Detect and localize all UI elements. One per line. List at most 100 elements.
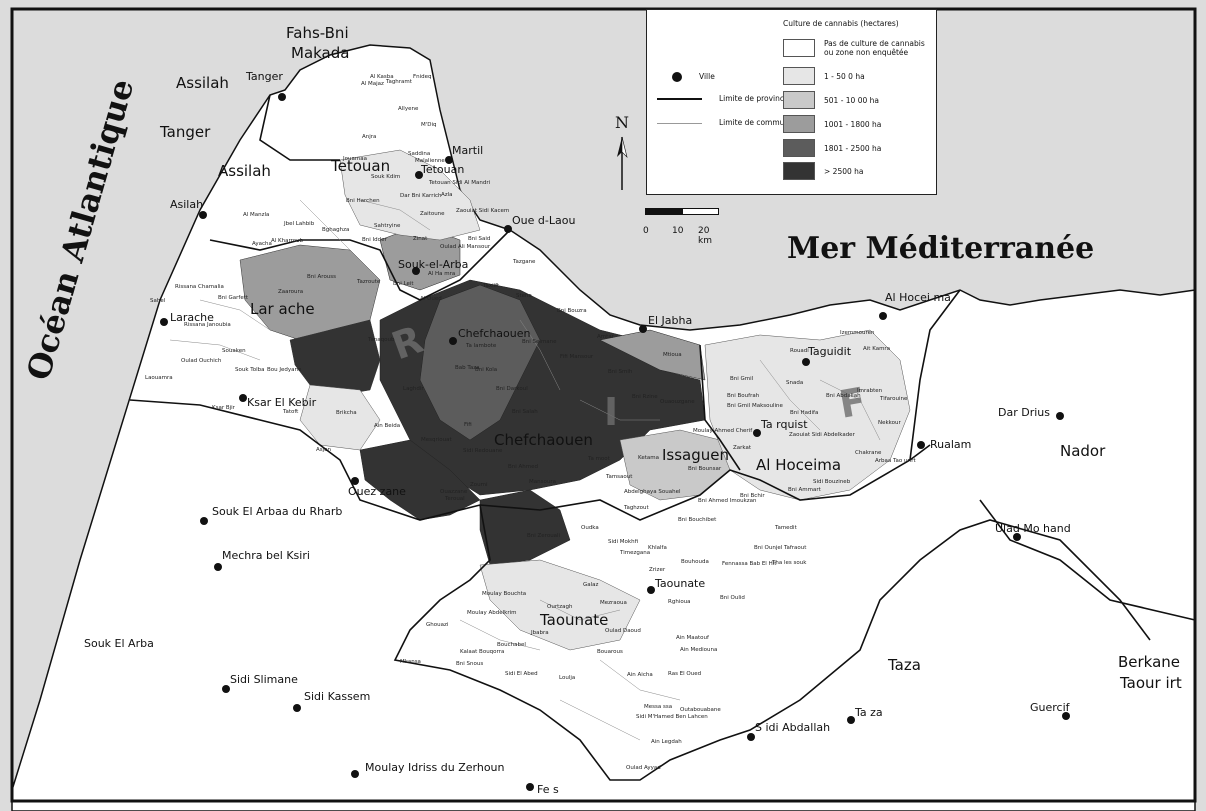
commune-label: Bni Zerouali	[527, 533, 561, 539]
commune-label: Fnideq	[413, 74, 432, 80]
commune-label: Ras El Oued	[668, 671, 701, 677]
commune-label: Steha	[516, 293, 532, 299]
city-dot	[351, 770, 359, 778]
legend-label-0: Pas de culture de cannabis ou zone non e…	[824, 39, 925, 57]
commune-label: Bni Said	[468, 236, 490, 242]
commune-label: Jbel Lahbib	[283, 221, 315, 227]
province-label-issaguen: Issaguen	[662, 446, 729, 464]
scale-bar-white	[682, 208, 719, 215]
commune-label: Bni Ounjel Tafraout	[754, 545, 807, 551]
legend-label-3: 1001 - 1800 ha	[824, 120, 882, 129]
city-label-martil: Martil	[452, 144, 483, 157]
commune-label: Loulja	[559, 675, 575, 681]
city-label-moulay: Moulay Idriss du Zerhoun	[365, 761, 505, 774]
commune-label: Sidi Redouane	[463, 448, 503, 454]
city-dot	[647, 586, 655, 594]
province-label-tanger: Tanger	[159, 123, 211, 141]
commune-label: Jouamaa	[342, 156, 367, 162]
commune-label: Ta moot	[587, 456, 611, 462]
commune-label: Bni Ahmed Imoukzan	[698, 498, 757, 504]
commune-labels: Bni Arouss Tazroute Zaaroura Bni Leit Al…	[145, 74, 916, 771]
province-boundary	[259, 94, 340, 161]
region-larache-dark	[289, 319, 381, 396]
commune-label: Nekkour	[878, 420, 902, 426]
commune-label: Ketama	[638, 455, 659, 461]
commune-label: Mtioua	[663, 352, 682, 358]
legend-label-4: 1801 - 2500 ha	[824, 144, 882, 153]
commune-label: Ain Maatouf	[676, 635, 710, 641]
commune-label: Abdelghaya Souahel	[624, 489, 681, 495]
commune-label: Tatoft	[282, 409, 299, 415]
map-frame	[10, 7, 1197, 803]
province-label-alhoceima: Al Hoceima	[756, 456, 841, 474]
commune-label: Amtar	[597, 334, 615, 340]
scale-bar: 0 10 20 km	[643, 208, 720, 246]
commune-label: Tazroute	[356, 279, 381, 285]
commune-label: Outabouabane	[680, 707, 721, 713]
commune-label: Brikcha	[336, 410, 357, 416]
city-dot	[278, 93, 286, 101]
commune-label: Zaouiat Sidi Kacem	[456, 208, 509, 214]
province-label-fahs: Fahs-Bni	[286, 24, 349, 42]
commune-label: Al Manzla	[243, 212, 269, 218]
commune-label: Tamsaout	[605, 474, 633, 480]
commune-label: Timezgana	[619, 550, 650, 556]
commune-label: Bghaghza	[322, 227, 349, 233]
commune-label: Ait Kamra	[863, 346, 890, 352]
legend-swatch-4	[783, 139, 815, 157]
legend-label-5: > 2500 ha	[824, 167, 864, 176]
legend-province-label: Limite de province	[719, 94, 789, 103]
province-label-nador: Nador	[1060, 442, 1106, 460]
city-label-tetouan: Tetouan	[420, 163, 464, 176]
scale-tick-10: 10	[672, 226, 684, 236]
commune-label: Bni Arouss	[307, 274, 336, 280]
legend-title: Culture de cannabis (hectares)	[783, 19, 899, 28]
commune-label: Galaz	[583, 582, 599, 588]
commune-label: Bouhouda	[681, 559, 709, 565]
commune-label: Anjra	[362, 134, 376, 140]
legend-city-label: Ville	[699, 72, 715, 81]
commune-label: Mansoura	[529, 479, 556, 485]
commune-label: Moulay Bouchta	[482, 591, 526, 597]
commune-label: Rissana Chamalia	[175, 284, 224, 290]
commune-label: Taxiift	[482, 283, 500, 289]
city-dot	[1056, 412, 1064, 420]
legend-label-2: 501 - 10 00 ha	[824, 96, 879, 105]
commune-label: Zinat	[413, 236, 428, 242]
region-chefchaouen-mid	[419, 284, 541, 441]
commune-label: Zaaroura	[278, 289, 303, 295]
commune-label: Al Kasba	[370, 74, 394, 80]
province-label-fahs2: Makada	[291, 44, 349, 62]
commune-label: Sahtryine	[374, 223, 401, 229]
city-label-sidi-slimane: Sidi Slimane	[230, 673, 298, 686]
province-label-larache: Lar ache	[250, 300, 315, 318]
commune-label: Mezraoua	[600, 600, 627, 606]
city-label-sidi-abdallah: S idi Abdallah	[755, 721, 830, 734]
city-label-souk-arba: Souk-el-Arba	[398, 258, 468, 271]
commune-label: Fennassa Bab El Hit	[722, 561, 777, 567]
north-arrow-icon: N	[615, 113, 629, 190]
commune-label: Rissana Janoubia	[184, 322, 231, 328]
city-dot	[802, 358, 810, 366]
legend-commune-line	[657, 123, 702, 124]
region-tetouan-light	[339, 149, 481, 241]
city-label-dar-drius: Dar Drius	[998, 406, 1050, 419]
commune-label: Tazgane	[512, 259, 536, 265]
province-label-souk-arba: Souk El Arba	[84, 637, 154, 650]
city-dot	[917, 441, 925, 449]
region-ouezzane-dark	[359, 439, 481, 521]
scale-tick-20: 20 km	[698, 226, 712, 246]
city-label-taounate: Taounate	[654, 577, 705, 590]
commune-label: Bni Darkoul	[496, 386, 528, 392]
region-larache-light	[299, 384, 381, 451]
commune-label: Bni Gmil	[730, 376, 754, 382]
commune-label: Bni Kola	[475, 367, 497, 373]
province-label-berkane: Berkane	[1118, 653, 1180, 671]
commune-label: Bni Bounsar	[688, 466, 722, 472]
commune-label: Dar Bni Karrich	[400, 193, 442, 199]
commune-label: Oudka	[581, 525, 599, 531]
province-label-taounate: Taounate	[539, 611, 608, 629]
commune-label: Bni Oulid	[720, 595, 745, 601]
commune-label: Ain Mediouna	[680, 647, 717, 653]
commune-label: Sidi Bouzineb	[813, 479, 851, 485]
